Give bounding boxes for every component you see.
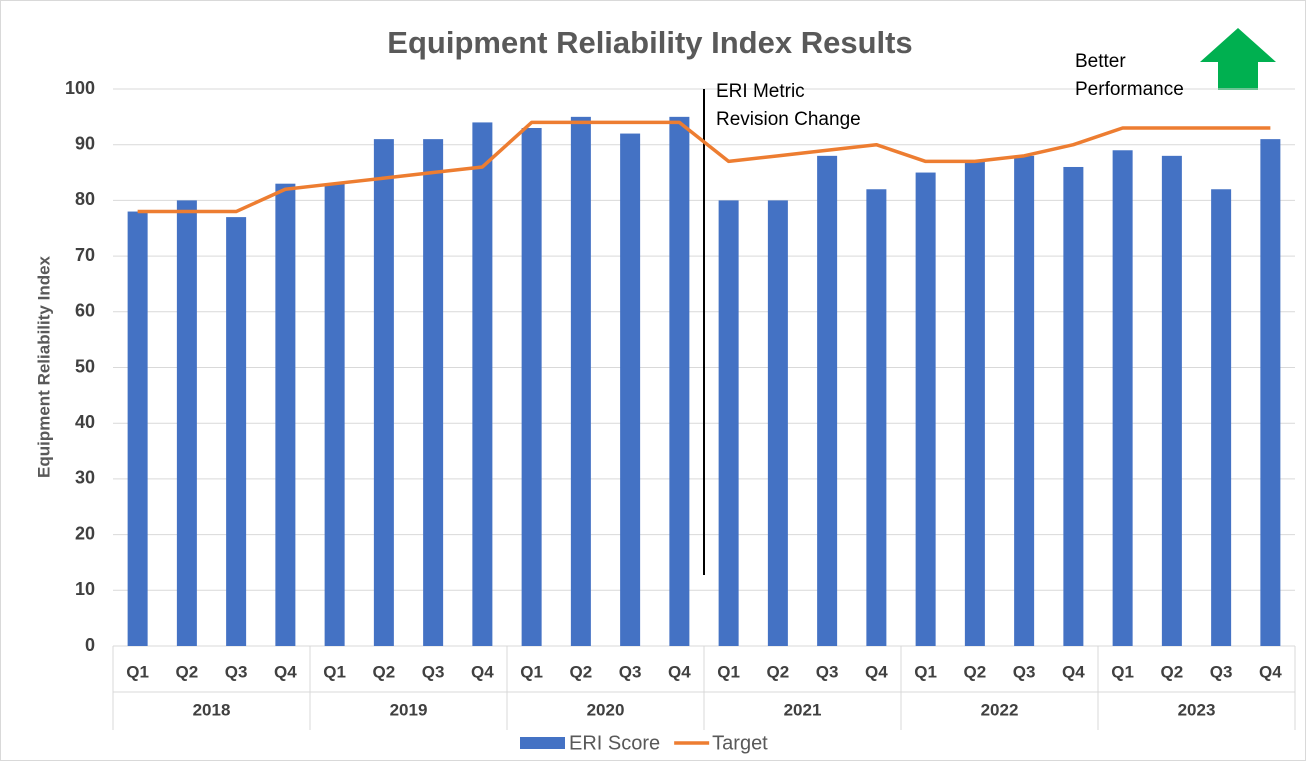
y-tick-label: 70 xyxy=(75,245,95,265)
bar xyxy=(866,189,887,646)
bar xyxy=(1014,155,1035,646)
x-tick-label: Q2 xyxy=(373,662,396,681)
legend-label: ERI Score xyxy=(569,732,660,754)
x-tick-label: Q4 xyxy=(274,662,297,681)
y-tick-label: 100 xyxy=(65,78,95,98)
x-tick-label: Q1 xyxy=(520,662,543,681)
bar xyxy=(964,161,985,646)
y-tick-label: 90 xyxy=(75,133,95,153)
up-arrow xyxy=(1200,28,1276,90)
x-tick-label: Q1 xyxy=(717,662,740,681)
x-tick-label: Q3 xyxy=(1210,662,1233,681)
x-tick-label: Q3 xyxy=(816,662,839,681)
x-tick-label: Q1 xyxy=(323,662,346,681)
group-label: 2021 xyxy=(784,700,822,719)
x-tick-label: Q3 xyxy=(422,662,445,681)
x-tick-label: Q3 xyxy=(225,662,248,681)
annotation: Revision Change xyxy=(716,109,861,130)
bar xyxy=(817,155,838,646)
bar xyxy=(718,200,739,646)
x-tick-label: Q1 xyxy=(1111,662,1134,681)
annotation: Performance xyxy=(1075,79,1184,100)
x-tick-label: Q3 xyxy=(619,662,642,681)
x-tick-label: Q2 xyxy=(767,662,790,681)
x-tick-label: Q2 xyxy=(570,662,593,681)
x-tick-label: Q4 xyxy=(471,662,494,681)
bar xyxy=(1260,139,1281,646)
x-tick-label: Q2 xyxy=(176,662,199,681)
annotation: ERI Metric xyxy=(716,81,805,102)
bar xyxy=(226,217,247,647)
y-tick-label: 0 xyxy=(85,635,95,655)
x-tick-label: Q4 xyxy=(668,662,691,681)
bar xyxy=(570,116,591,647)
group-label: 2020 xyxy=(587,700,625,719)
bar xyxy=(472,122,493,647)
y-axis-label: Equipment Reliability Index xyxy=(34,255,53,478)
bar xyxy=(1211,189,1232,646)
y-tick-label: 20 xyxy=(75,523,95,543)
y-tick-label: 40 xyxy=(75,412,95,432)
bar xyxy=(373,139,394,646)
x-tick-label: Q1 xyxy=(126,662,149,681)
y-tick-label: 10 xyxy=(75,579,95,599)
bar xyxy=(767,200,788,646)
x-tick-label: Q1 xyxy=(914,662,937,681)
x-tick-label: Q4 xyxy=(865,662,888,681)
bar xyxy=(521,127,542,647)
bar xyxy=(669,116,690,647)
group-label: 2023 xyxy=(1178,700,1216,719)
y-tick-label: 60 xyxy=(75,301,95,321)
bar xyxy=(1063,166,1084,647)
x-tick-label: Q4 xyxy=(1062,662,1085,681)
target-line xyxy=(137,120,1271,214)
bar xyxy=(915,172,936,647)
bar xyxy=(423,139,444,646)
y-tick-label: 80 xyxy=(75,189,95,209)
bar xyxy=(275,183,296,646)
bar xyxy=(1112,150,1133,646)
chart-title: Equipment Reliability Index Results xyxy=(387,25,912,60)
bar xyxy=(620,133,641,646)
bar xyxy=(127,211,148,647)
x-tick-label: Q2 xyxy=(1161,662,1184,681)
annotation: Better xyxy=(1075,51,1126,72)
legend-label: Target xyxy=(712,732,768,754)
group-label: 2019 xyxy=(390,700,428,719)
bar xyxy=(324,183,345,646)
x-tick-label: Q3 xyxy=(1013,662,1036,681)
group-label: 2018 xyxy=(193,700,231,719)
x-tick-label: Q4 xyxy=(1259,662,1282,681)
legend-swatch xyxy=(520,737,565,749)
bar xyxy=(176,200,197,646)
bar xyxy=(1161,155,1182,646)
y-tick-label: 30 xyxy=(75,468,95,488)
y-tick-label: 50 xyxy=(75,356,95,376)
x-tick-label: Q2 xyxy=(964,662,987,681)
group-label: 2022 xyxy=(981,700,1019,719)
